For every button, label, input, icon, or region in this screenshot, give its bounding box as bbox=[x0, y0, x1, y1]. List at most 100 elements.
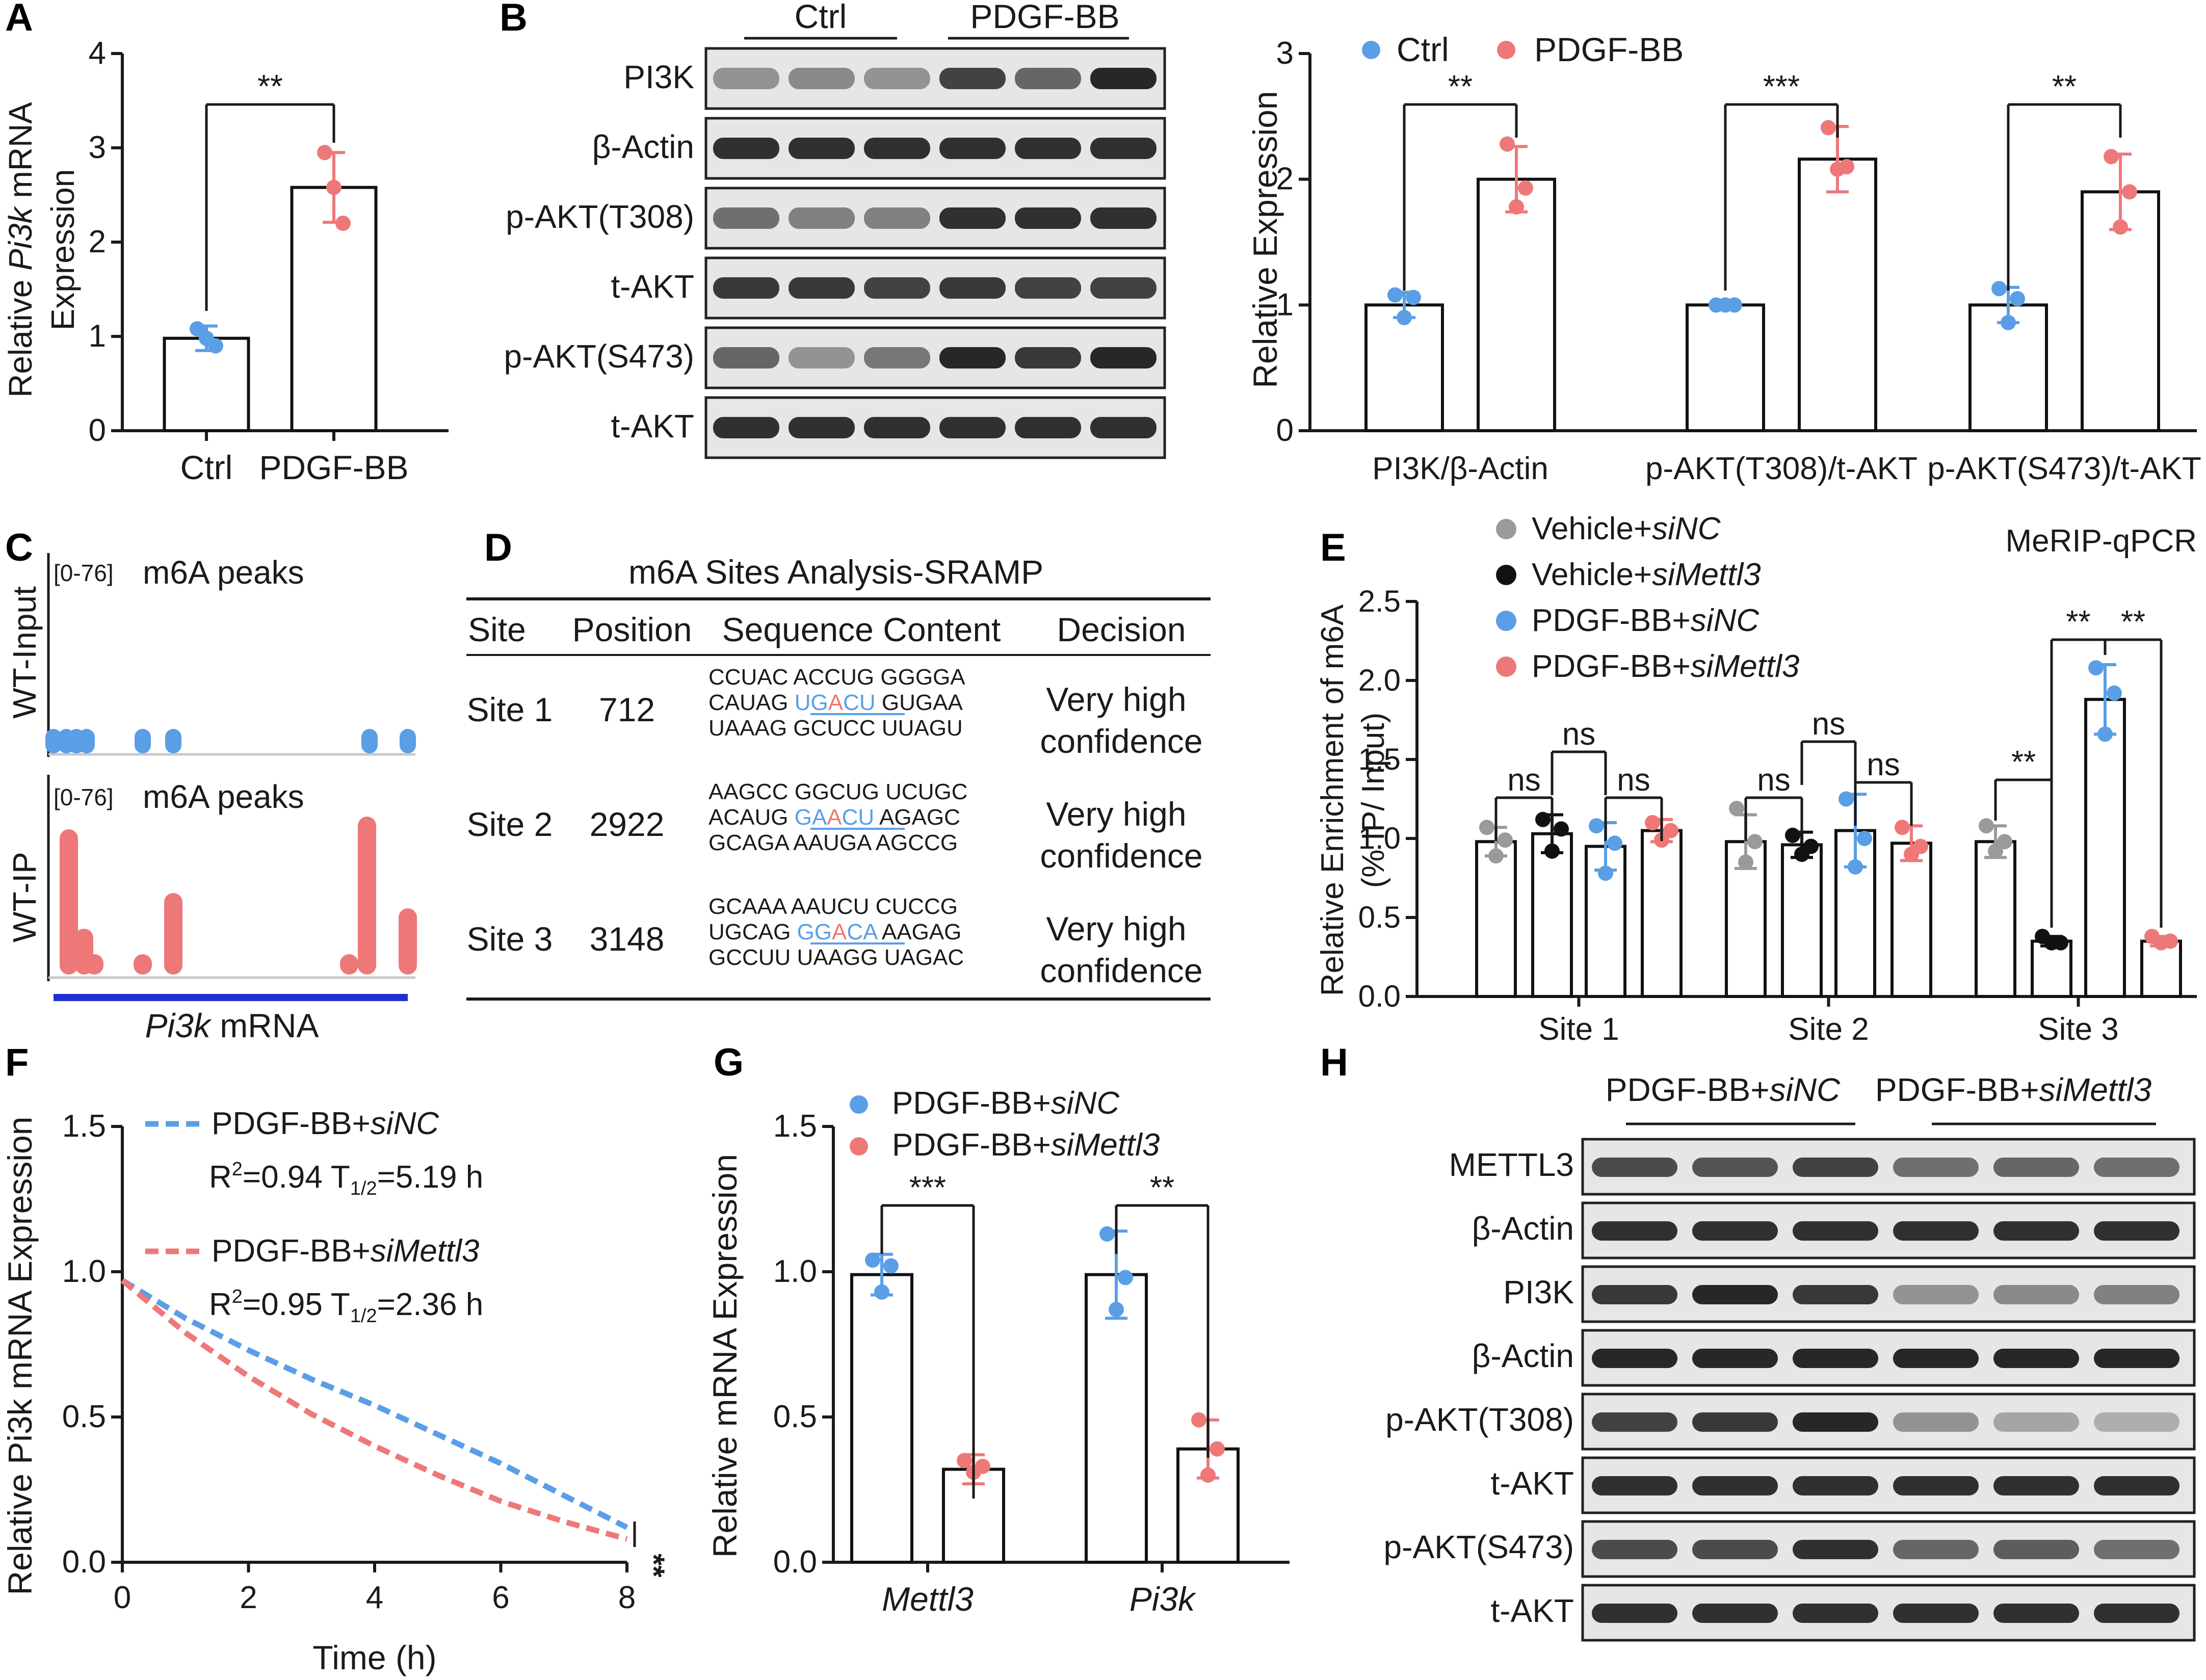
c-track-range: [0-76] bbox=[54, 784, 114, 810]
d-table-title: m6A Sites Analysis-SRAMP bbox=[628, 553, 1043, 591]
label-part: GCCUU UAAGG UAGAC bbox=[708, 945, 964, 970]
h-blot-band bbox=[1993, 1285, 2079, 1304]
label-part: A bbox=[828, 690, 844, 715]
panel-label-f: F bbox=[5, 1041, 29, 1084]
label-part: Pi3k bbox=[2, 205, 39, 271]
f-x-tick-label: 4 bbox=[366, 1580, 383, 1615]
d-table-position: 712 bbox=[599, 691, 655, 728]
b-point bbox=[1991, 281, 2007, 297]
b-point bbox=[2122, 184, 2137, 200]
g-x-tick-label: Pi3k bbox=[1130, 1580, 1196, 1618]
h-blot-row-label: PI3K bbox=[1503, 1274, 1574, 1310]
b-blot-band bbox=[789, 207, 855, 229]
g-bar bbox=[850, 1273, 913, 1564]
b-x-tick-label: PI3K/β-Actin bbox=[1372, 451, 1548, 486]
h-blot-band bbox=[1893, 1158, 1979, 1177]
e-point bbox=[2044, 935, 2059, 951]
label-part: AGAGC bbox=[874, 805, 960, 830]
c-track-name: WT-Input bbox=[6, 586, 43, 719]
e-y-axis-title: Relative Enrichment of m6A bbox=[1315, 604, 1350, 996]
label-part: Vehicle+ bbox=[1532, 557, 1652, 592]
label-part: PDGF-BB+ bbox=[212, 1233, 371, 1269]
c-ip-peak bbox=[399, 908, 417, 975]
b-blot-strip bbox=[704, 117, 1166, 180]
label-part: PDGF-BB+ bbox=[1606, 1071, 1770, 1108]
h-blot-band bbox=[1893, 1476, 1979, 1495]
b-blot-band bbox=[713, 417, 779, 438]
h-blot-band bbox=[1692, 1221, 1778, 1241]
label-part: PDGF-BB+ bbox=[892, 1127, 1051, 1163]
d-table-sequence: AAGCC GGCUG UCUGC bbox=[708, 779, 967, 804]
a-x-tick-label: PDGF-BB bbox=[259, 449, 408, 486]
e-legend-label: PDGF-BB+siMettl3 bbox=[1532, 649, 1799, 684]
c-track-range: [0-76] bbox=[54, 560, 114, 586]
b-legend-label: PDGF-BB bbox=[1534, 31, 1684, 68]
e-sig-label: ** bbox=[2011, 745, 2036, 780]
f-series-line bbox=[120, 1278, 628, 1542]
panel-a-chart: 0 1 2 3 4 Ctrl PDGF-BB ** Relative Pi3k mRNAExpr… bbox=[2, 36, 449, 486]
b-point bbox=[1500, 136, 1515, 152]
d-table-sequence: GCCUU UAAGG UAGAC bbox=[708, 945, 964, 970]
label-part: 1/2 bbox=[350, 1305, 377, 1327]
h-blot-band bbox=[1592, 1349, 1677, 1368]
h-blot-strip bbox=[1581, 1329, 2196, 1387]
b-blot-band bbox=[1090, 277, 1157, 299]
b-point bbox=[1387, 287, 1403, 303]
e-point bbox=[1645, 815, 1660, 830]
e-point bbox=[1997, 834, 2012, 850]
label-part: CA bbox=[847, 920, 878, 944]
e-y-tick-label: 1.0 bbox=[1358, 821, 1401, 855]
b-blot-row-label: t-AKT bbox=[611, 268, 694, 305]
g-y-tick-label: 1.0 bbox=[773, 1254, 817, 1289]
e-point bbox=[1857, 831, 1872, 846]
b-blot-band bbox=[939, 417, 1006, 438]
label-part: =0.95 T bbox=[243, 1287, 350, 1322]
label-part: R bbox=[209, 1287, 232, 1322]
label-part: siMettl3 bbox=[1691, 649, 1800, 684]
h-blot-band bbox=[1993, 1540, 2079, 1559]
a-bar-1 bbox=[290, 186, 378, 432]
h-blot-band bbox=[1592, 1604, 1677, 1623]
f-legend-stat: R2=0.94 T1/2=5.19 h bbox=[209, 1159, 483, 1199]
h-blot-row-label: p-AKT(S473) bbox=[1384, 1529, 1574, 1565]
panel-label-d: D bbox=[484, 526, 512, 569]
a-point bbox=[335, 216, 351, 231]
b-blot-band bbox=[1090, 138, 1157, 159]
h-blot-row-label: β-Actin bbox=[1472, 1337, 1574, 1374]
b-blot-band bbox=[864, 347, 930, 369]
b-legend-swatch bbox=[1362, 41, 1380, 59]
b-bar bbox=[1477, 177, 1556, 432]
h-blot-band bbox=[2094, 1540, 2179, 1559]
d-table-decision: Very high bbox=[1046, 795, 1186, 833]
g-point bbox=[1200, 1467, 1216, 1483]
b-point bbox=[2113, 219, 2128, 235]
label-part: siNC bbox=[1770, 1071, 1841, 1108]
c-input-peak bbox=[45, 729, 62, 753]
f-y-tick-label: 1.0 bbox=[62, 1254, 106, 1289]
h-blot-band bbox=[1793, 1349, 1878, 1368]
g-sig-label: *** bbox=[909, 1170, 946, 1205]
label-part: 2 bbox=[232, 1286, 243, 1307]
h-blot-group-label: PDGF-BB+siMettl3 bbox=[1875, 1071, 2152, 1108]
b-blot-group-label: PDGF-BB bbox=[970, 0, 1119, 35]
label-part: UAAAG GCUCC UUAGU bbox=[708, 716, 963, 741]
b-blot-strip bbox=[704, 47, 1166, 110]
h-blot-row-label: β-Actin bbox=[1472, 1210, 1574, 1247]
b-point bbox=[1397, 310, 1412, 325]
label-part: G bbox=[810, 690, 828, 715]
e-point bbox=[1488, 848, 1504, 864]
b-bar bbox=[1798, 158, 1877, 432]
b-blot-band bbox=[1015, 138, 1081, 159]
h-blot-band bbox=[1692, 1412, 1778, 1432]
c-gene-label: Pi3k mRNA bbox=[145, 1007, 319, 1044]
d-table-sequence: ACAUG GAACU AGAGC bbox=[708, 805, 960, 830]
b-sig-label: *** bbox=[1763, 69, 1800, 104]
e-legend-label: PDGF-BB+siNC bbox=[1532, 603, 1759, 638]
h-blot-band bbox=[1993, 1412, 2079, 1432]
e-point bbox=[1839, 791, 1854, 807]
label-part: siNC bbox=[371, 1106, 440, 1141]
panel-label-e: E bbox=[1320, 526, 1346, 569]
label-part: A bbox=[832, 920, 847, 944]
panel-label-a: A bbox=[5, 0, 33, 39]
h-blot-band bbox=[2094, 1412, 2179, 1432]
